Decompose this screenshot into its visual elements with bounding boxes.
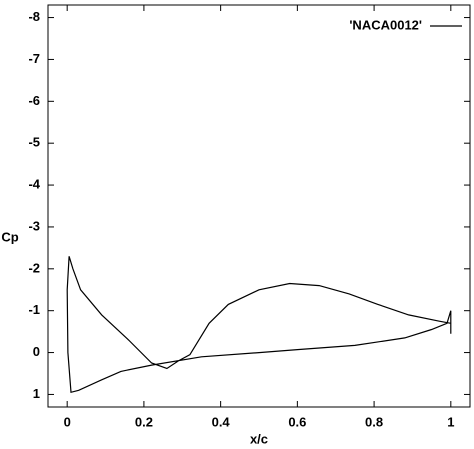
y-tick-label: -7 bbox=[28, 51, 40, 66]
x-tick-label: 0.2 bbox=[135, 414, 153, 429]
legend-label: 'NACA0012' bbox=[349, 17, 422, 32]
y-tick-label: 0 bbox=[33, 344, 40, 359]
y-axis-label: Cp bbox=[1, 229, 18, 244]
y-tick-label: -3 bbox=[28, 218, 40, 233]
x-tick-label: 0.6 bbox=[288, 414, 306, 429]
y-tick-label: 1 bbox=[33, 386, 40, 401]
plot-frame bbox=[47, 4, 471, 408]
x-tick-label: 0.4 bbox=[212, 414, 231, 429]
y-tick-label: -2 bbox=[28, 260, 40, 275]
y-tick-label: -8 bbox=[28, 9, 40, 24]
data-line bbox=[66, 256, 452, 394]
y-tick-label: -4 bbox=[28, 177, 40, 192]
x-tick-label: 1 bbox=[447, 414, 454, 429]
x-tick-label: 0.8 bbox=[365, 414, 383, 429]
x-tick-label: 0 bbox=[64, 414, 71, 429]
x-axis-label: x/c bbox=[250, 431, 268, 446]
y-tick-label: -6 bbox=[28, 93, 40, 108]
y-tick-label: -5 bbox=[28, 135, 40, 150]
y-tick-label: -1 bbox=[28, 302, 40, 317]
